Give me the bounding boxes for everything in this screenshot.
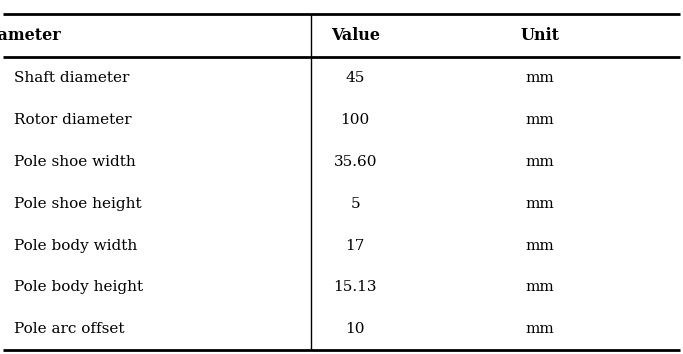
Text: Pole shoe width: Pole shoe width bbox=[14, 155, 135, 169]
Text: Value: Value bbox=[331, 27, 380, 44]
Text: 17: 17 bbox=[346, 239, 365, 252]
Text: Pole body width: Pole body width bbox=[14, 239, 137, 252]
Text: Shaft diameter: Shaft diameter bbox=[14, 71, 129, 85]
Text: Pole arc offset: Pole arc offset bbox=[14, 322, 124, 336]
Text: mm: mm bbox=[525, 239, 554, 252]
Text: 5: 5 bbox=[350, 196, 360, 211]
Text: Pole body height: Pole body height bbox=[14, 280, 143, 295]
Text: 100: 100 bbox=[341, 113, 370, 127]
Text: mm: mm bbox=[525, 113, 554, 127]
Text: 35.60: 35.60 bbox=[333, 155, 377, 169]
Text: Rotor diameter: Rotor diameter bbox=[14, 113, 131, 127]
Text: mm: mm bbox=[525, 322, 554, 336]
Text: 15.13: 15.13 bbox=[333, 280, 377, 295]
Text: mm: mm bbox=[525, 280, 554, 295]
Text: 45: 45 bbox=[346, 71, 365, 85]
Text: mm: mm bbox=[525, 71, 554, 85]
Text: 10: 10 bbox=[346, 322, 365, 336]
Text: mm: mm bbox=[525, 196, 554, 211]
Text: mm: mm bbox=[525, 155, 554, 169]
Text: Parameter: Parameter bbox=[0, 27, 61, 44]
Text: Pole shoe height: Pole shoe height bbox=[14, 196, 141, 211]
Text: Unit: Unit bbox=[520, 27, 559, 44]
